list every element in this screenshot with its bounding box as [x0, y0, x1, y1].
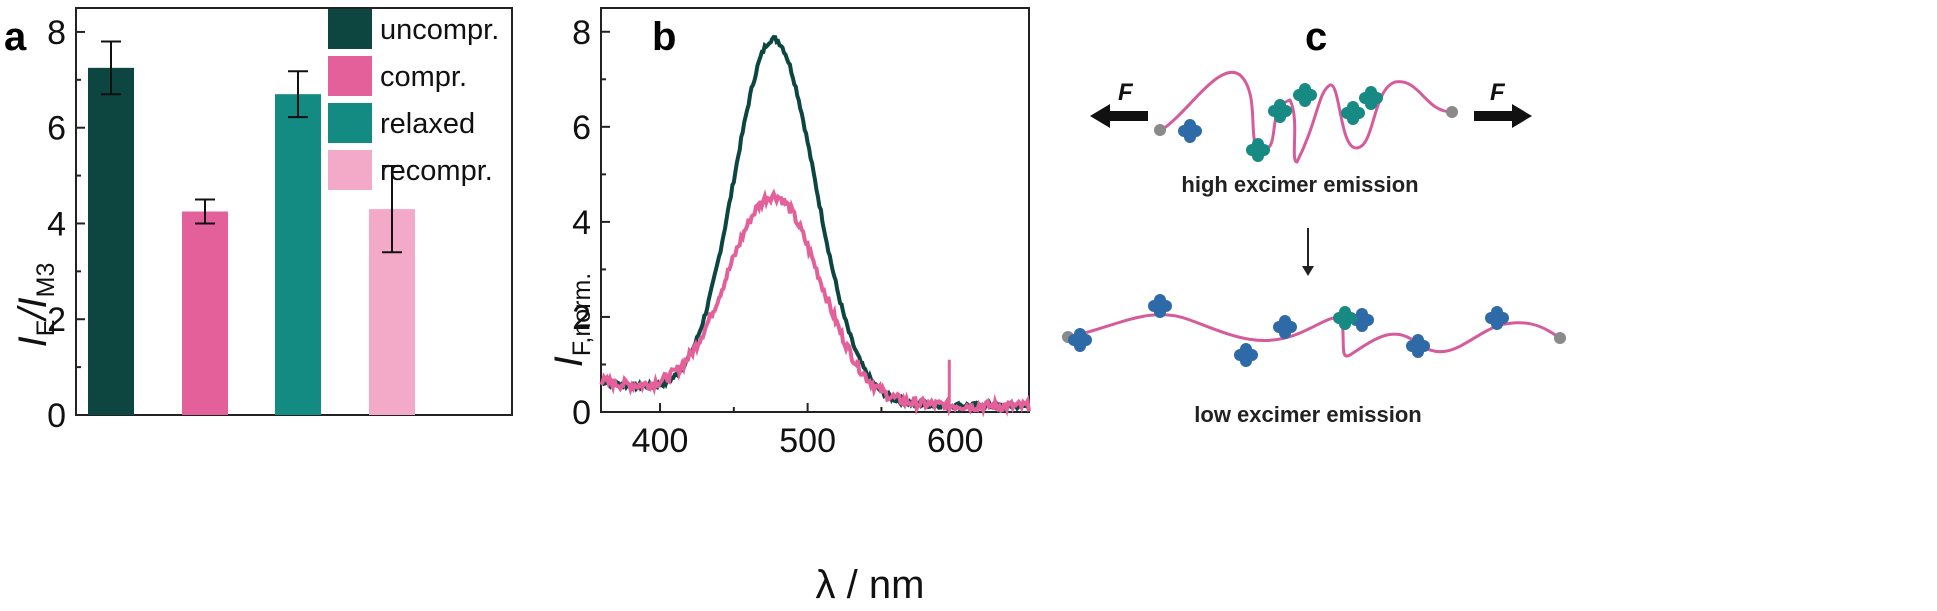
legend-label: compr. [380, 61, 467, 93]
legend-label: uncompr. [380, 14, 499, 46]
y-tick-label: 6 [572, 109, 591, 147]
pyrene-excimer-icon [1359, 86, 1383, 110]
legend-swatch [328, 9, 372, 49]
y-axis-label-b: IF,norm. [547, 273, 596, 367]
chain-end-icon [1446, 106, 1458, 118]
pyrene-ring [1074, 340, 1086, 352]
pyrene-ring [1365, 98, 1377, 110]
caption-high-excimer: high excimer emission [1181, 172, 1418, 197]
legend-swatch [328, 103, 372, 143]
pyrene-ring [1491, 318, 1503, 330]
pyrene-ring [1356, 320, 1368, 332]
bar-compr [182, 211, 228, 415]
pyrene-excimer-icon [1333, 306, 1357, 330]
pyrene-monomer-icon [1485, 306, 1509, 330]
x-tick-label: 500 [779, 422, 836, 460]
force-label-right: F [1490, 79, 1506, 106]
y-tick-label: 4 [47, 205, 66, 243]
pyrene-monomer-icon [1406, 334, 1430, 358]
y-tick-label: 8 [47, 14, 66, 52]
y-tick-label: 2 [47, 301, 66, 339]
legend-swatch [328, 150, 372, 190]
y-tick-label: 2 [572, 299, 591, 337]
polymer-chain-stretched [1069, 313, 1561, 358]
pyrene-ring [1412, 346, 1424, 358]
panel-label-a: a [4, 15, 27, 59]
panel-label-c: c [1305, 15, 1327, 59]
pyrene-monomer-icon [1148, 294, 1172, 318]
y-tick-label: 6 [47, 110, 66, 148]
force-arrow-right-icon [1474, 104, 1532, 128]
pyrene-ring [1299, 95, 1311, 107]
pyrene-ring [1279, 327, 1291, 339]
force-label-left: F [1118, 79, 1134, 106]
legend-label: recompr. [380, 155, 493, 187]
series-compressed-line [599, 188, 1031, 418]
pyrene-excimer-icon [1268, 99, 1292, 123]
pyrene-ring [1184, 131, 1196, 143]
chain-end-icon [1554, 332, 1566, 344]
pyrene-excimer-icon [1293, 83, 1317, 107]
legend-label: relaxed [380, 108, 475, 140]
pyrene-monomer-icon [1178, 119, 1202, 143]
line-chart-panel-b: IF,norm. λ / nm 0 2 4 6 8 400 500 600 [547, 7, 1031, 607]
pyrene-ring [1154, 306, 1166, 318]
legend-swatch [328, 56, 372, 96]
pyrene-ring [1347, 113, 1359, 125]
bar-relaxed [275, 94, 321, 415]
x-tick-label: 600 [927, 422, 984, 460]
chain-end-icon [1154, 124, 1166, 136]
pyrene-ring [1339, 318, 1351, 330]
bar-chart-panel-a: IE/IM3 0 2 4 6 8 uncompr. compr. relaxed recompr… [11, 7, 513, 435]
x-axis-label-b: λ / nm [816, 563, 925, 607]
y-tick-label: 0 [572, 394, 591, 432]
bar-uncompr [88, 67, 134, 416]
plot-frame-b [600, 7, 1030, 413]
pyrene-ring [1274, 111, 1286, 123]
pyrene-monomer-icon [1234, 343, 1258, 367]
panel-label-b: b [652, 15, 676, 59]
y-axis-label-a: IE/IM3 [11, 263, 60, 348]
y-tick-label: 8 [572, 14, 591, 52]
y-tick-label: 4 [572, 204, 591, 242]
pyrene-ring [1252, 150, 1264, 162]
pyrene-monomer-icon [1068, 328, 1092, 352]
pyrene-ring [1240, 355, 1252, 367]
y-tick-label: 0 [47, 397, 66, 435]
caption-low-excimer: low excimer emission [1194, 402, 1421, 427]
force-arrow-left-icon [1090, 104, 1148, 128]
transition-arrow-icon [1302, 228, 1314, 276]
pyrene-excimer-icon [1341, 101, 1365, 125]
x-tick-label: 400 [632, 422, 689, 460]
pyrene-monomer-icon [1273, 315, 1297, 339]
pyrene-excimer-icon [1246, 138, 1270, 162]
series-uncompressed-line [600, 34, 1031, 414]
polymer-schematic: F F high excimer emission low excimer em… [1062, 70, 1566, 427]
